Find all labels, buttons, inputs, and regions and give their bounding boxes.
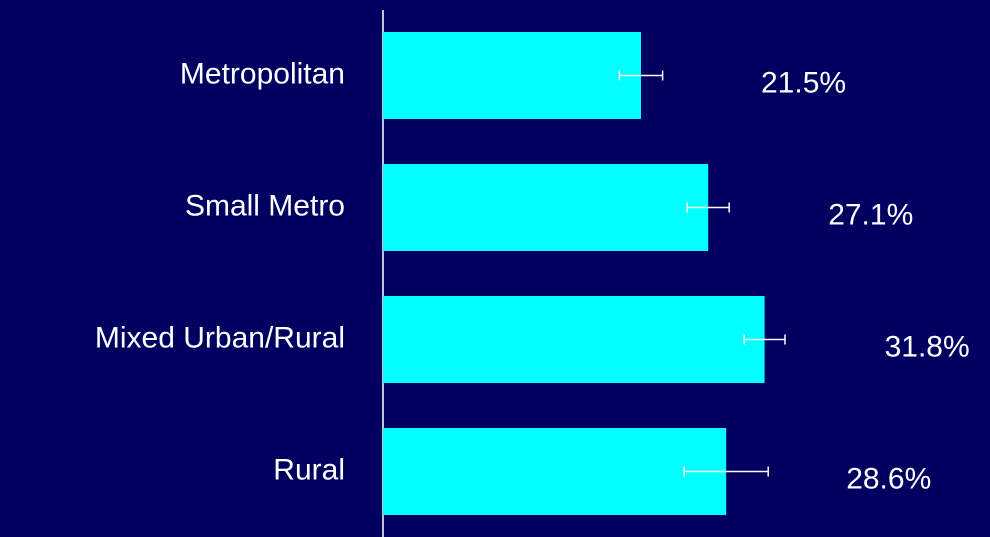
bar xyxy=(383,428,727,515)
bar xyxy=(383,296,765,383)
error-bar xyxy=(618,70,664,81)
value-label: 21.5% xyxy=(761,66,846,99)
error-bar xyxy=(686,202,730,213)
value-label: 27.1% xyxy=(828,198,913,231)
category-label: Small Metro xyxy=(185,189,345,222)
category-label: Metropolitan xyxy=(180,57,345,90)
value-label: 28.6% xyxy=(846,462,931,495)
bar xyxy=(383,164,709,251)
value-label: 31.8% xyxy=(885,330,970,363)
category-label: Mixed Urban/Rural xyxy=(95,321,345,354)
category-label: Rural xyxy=(273,453,345,486)
bar xyxy=(383,32,641,119)
error-bar xyxy=(683,466,769,477)
error-bar xyxy=(743,334,786,345)
